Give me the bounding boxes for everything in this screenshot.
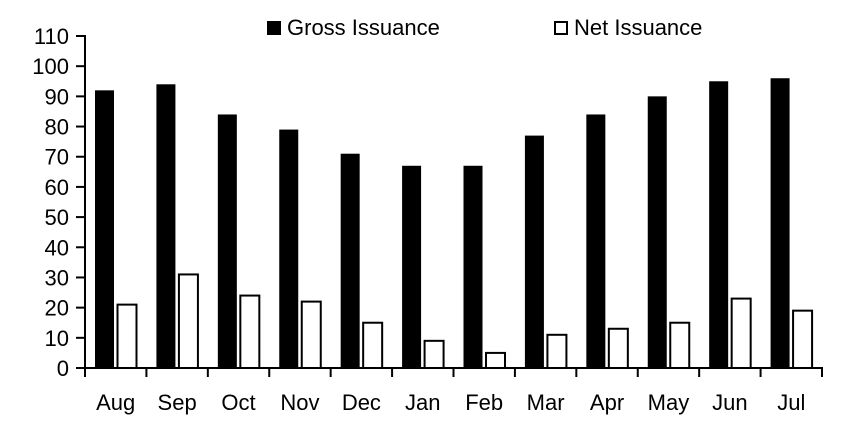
x-tick-label: Nov	[280, 390, 319, 415]
gross-issuance-bar	[586, 114, 606, 369]
gross-issuance-bar	[647, 96, 667, 368]
x-tick-label: Jan	[405, 390, 440, 415]
x-tick-label: Oct	[221, 390, 255, 415]
net-issuance-bar	[177, 273, 199, 370]
net-issuance-bar	[792, 309, 814, 369]
x-tick-label: Jul	[777, 390, 805, 415]
y-tick-label: 80	[45, 115, 69, 140]
net-issuance-bar	[669, 321, 691, 369]
y-tick-label: 30	[45, 265, 69, 290]
net-issuance-bar	[116, 303, 138, 370]
gross-issuance-bar	[217, 114, 237, 369]
x-tick-label: Feb	[465, 390, 503, 415]
gross-issuance-swatch-icon	[267, 21, 281, 35]
gross-issuance-bar	[402, 165, 422, 368]
gross-issuance-bar	[709, 81, 729, 368]
net-issuance-swatch-icon	[554, 21, 568, 35]
y-tick-label: 70	[45, 145, 69, 170]
legend-label-net: Net Issuance	[574, 15, 703, 40]
net-issuance-bar	[300, 300, 322, 370]
net-issuance-bar	[362, 321, 384, 369]
y-tick-label: 20	[45, 296, 69, 321]
gross-issuance-bar	[279, 129, 299, 368]
y-tick-label: 40	[45, 235, 69, 260]
net-issuance-bar	[546, 333, 568, 369]
gross-issuance-bar	[463, 165, 483, 368]
y-tick-label: 90	[45, 84, 69, 109]
legend-label-gross: Gross Issuance	[287, 15, 440, 40]
x-tick-label: Sep	[158, 390, 197, 415]
legend-item-net-issuance: Net Issuance	[554, 15, 703, 40]
net-issuance-bar	[607, 327, 629, 370]
y-tick-label: 10	[45, 326, 69, 351]
legend-item-gross-issuance: Gross Issuance	[267, 15, 440, 40]
net-issuance-bar	[485, 351, 506, 369]
gross-issuance-bar	[156, 84, 176, 369]
gross-issuance-bar	[524, 135, 544, 368]
x-tick-label: Apr	[590, 390, 624, 415]
y-tick-label: 0	[57, 356, 69, 381]
x-tick-label: Dec	[342, 390, 381, 415]
net-issuance-bar	[239, 294, 261, 369]
y-tick-label: 60	[45, 175, 69, 200]
gross-issuance-bar	[95, 90, 114, 368]
y-tick-label: 100	[32, 54, 69, 79]
net-issuance-bar	[423, 339, 445, 370]
x-tick-label: Aug	[96, 390, 135, 415]
gross-issuance-bar	[770, 78, 790, 368]
y-tick-label: 110	[34, 24, 69, 49]
x-tick-label: Jun	[712, 390, 747, 415]
x-tick-label: Mar	[527, 390, 565, 415]
y-tick-label: 50	[45, 205, 69, 230]
x-tick-label: May	[648, 390, 690, 415]
gross-issuance-bar	[340, 153, 360, 368]
net-issuance-bar	[730, 297, 752, 369]
